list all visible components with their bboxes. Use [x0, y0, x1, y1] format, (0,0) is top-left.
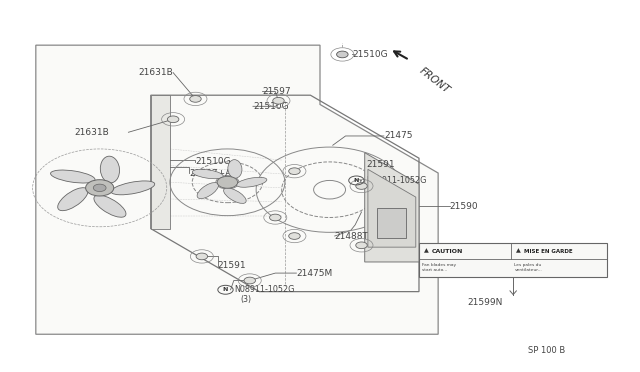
Text: 21510G: 21510G: [352, 50, 388, 59]
Ellipse shape: [100, 156, 120, 183]
Circle shape: [189, 96, 201, 102]
Text: 21591: 21591: [218, 261, 246, 270]
Ellipse shape: [228, 160, 242, 178]
Text: 21631B: 21631B: [74, 128, 109, 137]
Text: N08911-1052G: N08911-1052G: [234, 285, 294, 294]
Text: 21475M: 21475M: [296, 269, 333, 278]
Text: MISE EN GARDE: MISE EN GARDE: [524, 248, 573, 254]
Text: 21631B: 21631B: [138, 68, 173, 77]
Text: (3): (3): [378, 185, 388, 194]
Circle shape: [217, 176, 237, 188]
Text: 21475: 21475: [384, 131, 412, 141]
Circle shape: [289, 233, 300, 239]
Text: (3): (3): [240, 295, 252, 304]
Circle shape: [93, 184, 106, 192]
Ellipse shape: [94, 195, 126, 217]
Text: 21590: 21590: [450, 202, 478, 211]
Circle shape: [273, 97, 284, 104]
Text: SP 100 B: SP 100 B: [527, 346, 564, 355]
Text: CAUTION: CAUTION: [432, 248, 463, 254]
Circle shape: [168, 116, 179, 123]
Polygon shape: [151, 95, 170, 229]
Text: 21510G: 21510G: [253, 102, 289, 111]
Text: Fan blades may
start auto...: Fan blades may start auto...: [422, 263, 456, 272]
Ellipse shape: [223, 188, 246, 203]
FancyBboxPatch shape: [419, 243, 607, 277]
Circle shape: [289, 168, 300, 174]
Circle shape: [244, 277, 255, 284]
Text: N: N: [223, 287, 228, 292]
Circle shape: [356, 242, 367, 248]
Circle shape: [86, 180, 114, 196]
Ellipse shape: [58, 188, 88, 211]
Text: 21599N: 21599N: [467, 298, 502, 307]
Polygon shape: [368, 169, 416, 247]
Text: 21488T: 21488T: [335, 231, 369, 241]
Text: 21591: 21591: [366, 160, 395, 169]
Text: Les pales du
ventilateur...: Les pales du ventilateur...: [515, 263, 542, 272]
Text: ▲: ▲: [424, 248, 429, 254]
Circle shape: [269, 214, 281, 221]
Polygon shape: [378, 208, 406, 238]
Ellipse shape: [111, 181, 155, 195]
Polygon shape: [365, 153, 419, 262]
Circle shape: [337, 51, 348, 58]
Circle shape: [356, 183, 367, 189]
Text: ▲: ▲: [516, 248, 521, 254]
Polygon shape: [36, 45, 438, 334]
Text: N08911-1052G: N08911-1052G: [366, 176, 426, 185]
Text: N: N: [354, 178, 359, 183]
Ellipse shape: [197, 183, 218, 199]
Text: FRONT: FRONT: [417, 65, 451, 95]
Text: 21597: 21597: [262, 87, 291, 96]
Circle shape: [196, 253, 207, 260]
Ellipse shape: [51, 170, 95, 183]
Ellipse shape: [192, 169, 223, 179]
Text: 21597+A: 21597+A: [189, 169, 231, 177]
Text: 21510G: 21510G: [195, 157, 231, 166]
Ellipse shape: [236, 177, 267, 187]
